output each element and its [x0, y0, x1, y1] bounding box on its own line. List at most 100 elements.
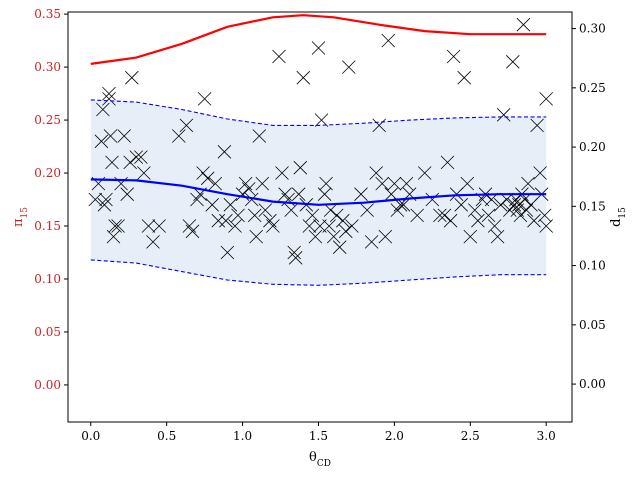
x-marker	[308, 229, 323, 244]
x-marker	[291, 187, 306, 201]
right-y-tick-label: 0.20	[579, 140, 606, 154]
x-marker	[88, 192, 103, 207]
x-marker	[96, 102, 110, 117]
x-marker	[490, 229, 505, 244]
x-marker	[217, 145, 232, 159]
x-marker	[241, 182, 256, 196]
x-marker	[146, 235, 160, 249]
x-marker	[487, 219, 502, 233]
left-y-tick-label: 0.15	[34, 219, 61, 233]
x-marker	[319, 176, 333, 191]
x-marker	[220, 245, 235, 260]
x-marker	[345, 219, 359, 233]
right-y-tick-label: 0.15	[579, 199, 606, 213]
x-marker	[443, 213, 458, 228]
x-marker	[332, 240, 347, 254]
x-marker	[463, 229, 478, 244]
x-marker	[208, 176, 223, 191]
x-marker	[375, 176, 389, 191]
x-marker	[519, 203, 534, 217]
x-marker	[293, 160, 308, 175]
x-marker	[141, 219, 156, 233]
x-marker	[326, 229, 341, 244]
x-tick-label: 2.5	[461, 429, 480, 443]
x-marker	[287, 245, 301, 260]
right-y-tick-label: 0.00	[579, 377, 606, 391]
x-marker	[284, 203, 298, 217]
x-marker	[197, 92, 212, 106]
x-marker	[249, 229, 263, 244]
x-marker	[137, 166, 151, 180]
x-marker	[342, 60, 356, 74]
x-marker	[417, 166, 432, 180]
x-marker	[471, 213, 485, 228]
x-marker	[539, 219, 553, 233]
x-marker	[275, 166, 289, 180]
x-marker	[179, 118, 194, 133]
x-marker	[219, 213, 233, 228]
x-marker	[99, 192, 113, 207]
dashed-lower-bound-line	[90, 259, 547, 286]
x-marker	[425, 192, 440, 207]
x-marker	[369, 166, 383, 180]
red-mean-line	[90, 14, 547, 65]
x-marker	[339, 224, 353, 239]
x-marker	[231, 208, 245, 223]
x-marker	[457, 70, 471, 85]
x-marker	[252, 129, 267, 143]
x-marker	[410, 208, 424, 223]
x-marker	[117, 129, 131, 143]
x-marker	[258, 203, 273, 217]
x-marker	[205, 198, 219, 212]
x-marker	[266, 219, 280, 233]
x-marker	[460, 176, 475, 191]
x-marker	[196, 166, 210, 180]
left-y-tick-label: 0.25	[34, 113, 61, 127]
left-y-tick-label: 0.35	[34, 7, 61, 21]
x-marker	[446, 49, 461, 64]
x-marker	[223, 198, 238, 212]
x-marker	[94, 134, 109, 149]
x-marker	[305, 208, 320, 223]
x-marker	[387, 176, 402, 191]
x-marker	[539, 92, 553, 106]
x-marker	[302, 219, 317, 233]
x-marker	[533, 166, 547, 180]
x-marker	[503, 203, 517, 217]
x-marker	[527, 213, 541, 228]
x-marker	[399, 176, 414, 191]
x-marker	[97, 198, 112, 212]
blue-mean-line	[90, 178, 547, 206]
x-marker	[314, 113, 329, 127]
x-marker	[336, 213, 350, 228]
x-marker	[172, 129, 186, 143]
x-marker	[108, 219, 122, 233]
x-marker	[481, 208, 496, 223]
x-marker	[296, 70, 311, 85]
x-marker	[530, 118, 544, 133]
x-axis-title: θCD	[309, 450, 331, 469]
x-marker	[102, 86, 116, 101]
x-tick-label: 1.5	[309, 429, 328, 443]
x-marker	[506, 55, 520, 69]
x-marker	[433, 208, 447, 223]
x-marker	[255, 176, 270, 191]
left-y-axis-ticks: 0.00 0.05 0.10 0.15 0.20 0.25 0.30 0.35	[34, 7, 68, 392]
x-marker	[496, 108, 511, 122]
scatter-markers	[88, 17, 553, 265]
dashed-upper-bound-line	[90, 99, 547, 126]
x-tick-label: 0.5	[157, 429, 176, 443]
x-marker	[288, 251, 303, 265]
x-marker	[102, 92, 116, 106]
x-marker	[247, 208, 262, 223]
x-marker	[437, 208, 452, 223]
x-marker	[493, 198, 508, 212]
x-marker	[134, 150, 148, 164]
x-marker	[129, 150, 144, 164]
left-y-tick-label: 0.00	[34, 378, 61, 392]
x-marker	[454, 198, 468, 212]
right-y-tick-label: 0.25	[579, 81, 606, 95]
left-y-tick-label: 0.20	[34, 166, 61, 180]
x-marker	[125, 70, 139, 85]
